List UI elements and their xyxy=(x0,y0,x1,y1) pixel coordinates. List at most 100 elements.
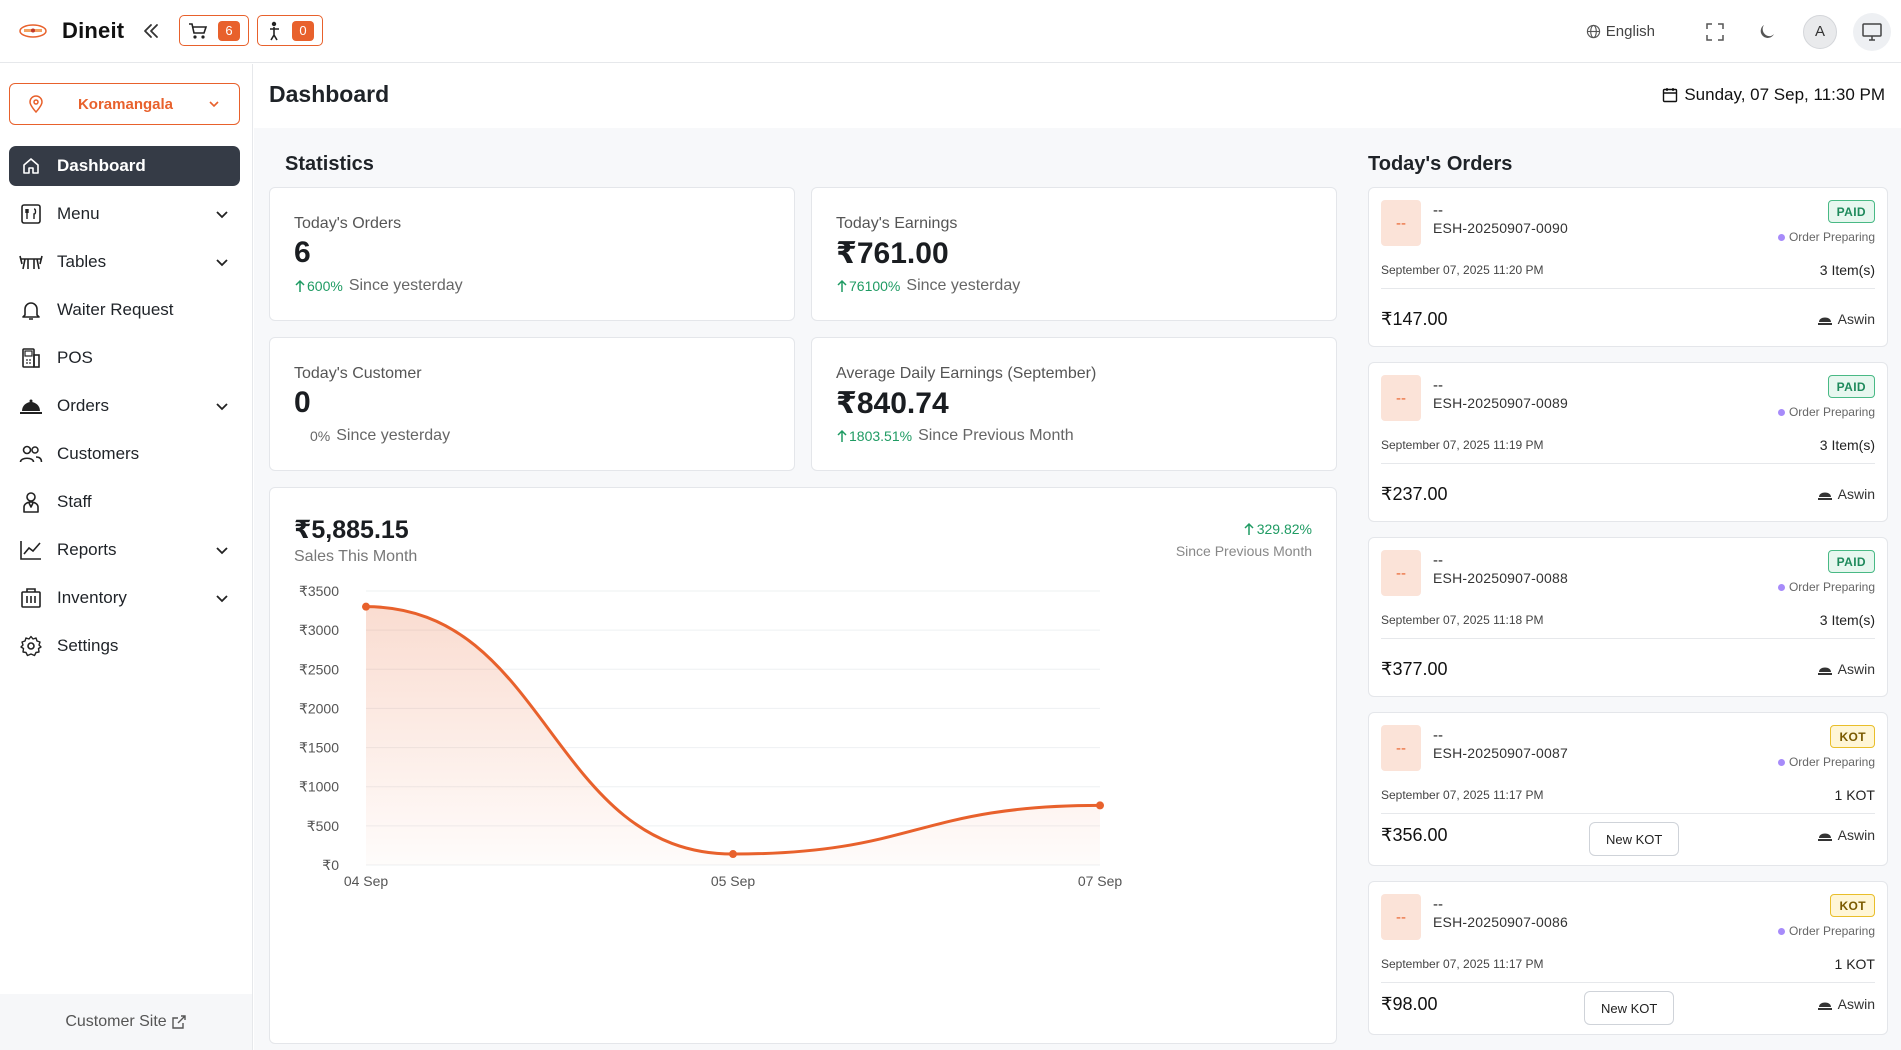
sidebar-item-customers[interactable]: Customers xyxy=(9,434,240,474)
stat-change: 600% Since yesterday xyxy=(294,277,463,295)
order-status-badge: PAID xyxy=(1827,200,1875,223)
order-thumbnail: -- xyxy=(1381,550,1421,596)
location-selector[interactable]: Koramangala xyxy=(9,83,240,125)
sidebar-item-pos[interactable]: POS xyxy=(9,338,240,378)
sidebar-item-label: Menu xyxy=(57,204,100,223)
sidebar-item-label: Customers xyxy=(57,444,140,463)
order-amount: ₹237.00 xyxy=(1381,484,1448,504)
order-status-text: Order Preparing xyxy=(1788,755,1875,769)
display-settings-button[interactable] xyxy=(1853,12,1891,51)
statistics-title: Statistics xyxy=(285,153,374,175)
order-status-text: Order Preparing xyxy=(1788,230,1875,244)
sidebar-item-menu[interactable]: Menu xyxy=(9,194,240,234)
language-label: English xyxy=(1605,23,1655,40)
menu-book-icon xyxy=(19,202,43,226)
sidebar-item-inventory[interactable]: Inventory xyxy=(9,578,240,618)
sidebar-item-reports[interactable]: Reports xyxy=(9,530,240,570)
inventory-icon xyxy=(19,586,43,610)
fullscreen-button[interactable] xyxy=(1701,18,1729,46)
stat-value: 0 xyxy=(294,386,311,419)
sidebar-nav: Dashboard Menu Tables Waiter Request POS… xyxy=(9,146,240,674)
sales-data-point[interactable] xyxy=(362,602,370,611)
order-item-count: 1 KOT xyxy=(1834,956,1875,972)
sidebar-item-waiter-request[interactable]: Waiter Request xyxy=(9,290,240,330)
sidebar-item-label: Orders xyxy=(57,396,109,415)
stat-card-todays-earnings: Today's Earnings ₹761.00 76100% Since ye… xyxy=(811,187,1337,321)
order-card[interactable]: -- -- ESH-20250907-0089 PAID Order Preparing… xyxy=(1368,362,1888,522)
order-date: September 07, 2025 11:17 PM xyxy=(1381,788,1544,802)
sidebar-item-dashboard[interactable]: Dashboard xyxy=(9,146,240,186)
cloche-icon xyxy=(19,394,43,418)
stat-since: Since Previous Month xyxy=(918,427,1074,444)
collapse-sidebar-button[interactable] xyxy=(138,18,164,44)
bell-icon xyxy=(19,298,43,322)
sidebar-item-settings[interactable]: Settings xyxy=(9,626,240,666)
sales-data-point[interactable] xyxy=(1096,801,1104,810)
order-thumbnail: -- xyxy=(1381,725,1421,771)
order-date: September 07, 2025 11:19 PM xyxy=(1381,438,1544,452)
sidebar-item-tables[interactable]: Tables xyxy=(9,242,240,282)
arrow-up-icon xyxy=(295,279,305,292)
table-icon xyxy=(19,250,43,274)
order-item-count: 3 Item(s) xyxy=(1819,612,1875,628)
chevron-down-icon xyxy=(209,101,219,108)
arrow-up-icon xyxy=(1244,522,1254,535)
stat-pct: 1803.51% xyxy=(849,428,913,444)
main-content: Dashboard Sunday, 07 Sep, 11:30 PM Stati… xyxy=(254,64,1901,1050)
stat-label: Today's Earnings xyxy=(836,215,958,232)
todays-orders-title: Today's Orders xyxy=(1368,153,1513,175)
monitor-icon xyxy=(1862,22,1882,41)
customer-site-link[interactable]: Customer Site xyxy=(0,994,252,1050)
sales-data-point[interactable] xyxy=(729,850,737,859)
x-tick-label: 05 Sep xyxy=(711,873,756,889)
status-dot xyxy=(1777,408,1785,416)
language-selector[interactable]: English xyxy=(1586,23,1655,40)
divider xyxy=(1381,638,1875,639)
order-waiter-name: Aswin xyxy=(1837,311,1875,327)
arrow-up-icon xyxy=(837,279,847,292)
stat-pct: 76100% xyxy=(849,278,901,294)
sales-pct: 329.82% xyxy=(1243,521,1312,537)
waiter-request-button[interactable]: 0 xyxy=(257,15,323,46)
page-header: Dashboard Sunday, 07 Sep, 11:30 PM xyxy=(254,64,1901,128)
stat-since: Since yesterday xyxy=(906,277,1021,294)
pos-terminal-icon xyxy=(19,346,43,370)
order-status: Order Preparing xyxy=(1777,580,1875,594)
order-card[interactable]: -- -- ESH-20250907-0087 KOT Order Preparing S… xyxy=(1368,712,1888,866)
sidebar-item-label: POS xyxy=(57,348,93,367)
order-card[interactable]: -- -- ESH-20250907-0088 PAID Order Preparing… xyxy=(1368,537,1888,697)
sales-area-fill xyxy=(366,606,1100,865)
order-card[interactable]: -- -- ESH-20250907-0086 KOT Order Preparing S… xyxy=(1368,881,1888,1035)
sales-pct-value: 329.82% xyxy=(1256,521,1312,537)
order-status-badge: PAID xyxy=(1827,375,1875,398)
cart-orders-button[interactable]: 6 xyxy=(179,15,249,46)
customer-site-label: Customer Site xyxy=(65,1013,167,1030)
stat-change: 1803.51% Since Previous Month xyxy=(836,427,1074,445)
new-kot-button[interactable]: New KOT xyxy=(1589,822,1680,856)
sidebar-item-label: Settings xyxy=(57,636,119,655)
sales-pct-label: Since Previous Month xyxy=(1175,543,1312,559)
order-customer-name: -- xyxy=(1433,552,1443,569)
fullscreen-icon xyxy=(1706,22,1724,41)
users-icon xyxy=(19,442,43,466)
avatar[interactable]: A xyxy=(1803,14,1837,49)
order-item-count: 3 Item(s) xyxy=(1819,437,1875,453)
divider xyxy=(1381,982,1875,983)
dark-mode-toggle[interactable] xyxy=(1753,18,1781,46)
moon-icon xyxy=(1760,24,1774,38)
waiter-icon xyxy=(270,21,279,40)
sidebar-item-staff[interactable]: Staff xyxy=(9,482,240,522)
sales-chart-card: ₹5,885.15 Sales This Month 329.82% Since… xyxy=(269,487,1337,1044)
order-date: September 07, 2025 11:18 PM xyxy=(1381,613,1544,627)
order-card[interactable]: -- -- ESH-20250907-0090 PAID Order Preparing… xyxy=(1368,187,1888,347)
order-waiter: Aswin xyxy=(1817,827,1875,843)
order-amount: ₹377.00 xyxy=(1381,659,1448,679)
datetime-text: Sunday, 07 Sep, 11:30 PM xyxy=(1684,85,1885,104)
order-status: Order Preparing xyxy=(1777,924,1875,938)
sidebar-item-orders[interactable]: Orders xyxy=(9,386,240,426)
chevron-down-icon xyxy=(216,211,228,219)
sidebar-item-label: Waiter Request xyxy=(57,300,174,319)
new-kot-button[interactable]: New KOT xyxy=(1584,991,1675,1025)
y-tick-label: ₹1000 xyxy=(299,779,339,795)
brand[interactable]: Dineit xyxy=(18,18,124,44)
